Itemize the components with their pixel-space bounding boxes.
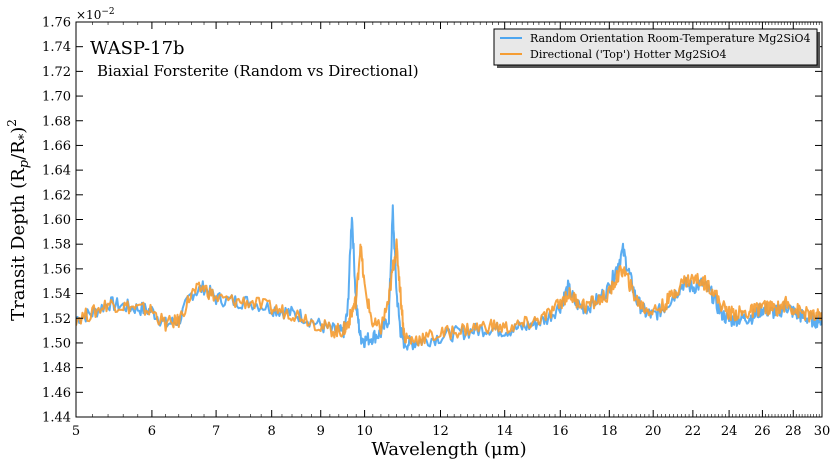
y-tick-label: 1.52 <box>42 312 71 327</box>
y-tick-label: 1.70 <box>42 90 71 105</box>
x-tick-label: 20 <box>645 424 662 439</box>
y-tick-label: 1.50 <box>42 336 71 351</box>
x-tick-label: 9 <box>317 424 325 439</box>
y-tick-label: 1.58 <box>42 238 71 253</box>
y-tick-label: 1.44 <box>42 411 71 426</box>
y-tick-label: 1.56 <box>42 262 71 277</box>
y-tick-label: 1.74 <box>42 40 71 55</box>
legend: Random Orientation Room-Temperature Mg2S… <box>493 28 820 68</box>
x-tick-label: 30 <box>814 424 831 439</box>
plot-area <box>76 22 822 417</box>
y-tick-label: 1.60 <box>42 213 71 228</box>
y-tick-label: 1.68 <box>42 114 71 129</box>
legend-label-directional: Directional ('Top') Hotter Mg2SiO4 <box>530 48 726 61</box>
y-tick-label: 1.76 <box>42 16 71 31</box>
chart-subtitle: Biaxial Forsterite (Random vs Directiona… <box>97 62 419 80</box>
y-axis-label: Transit Depth (Rp/R*)2 <box>5 119 32 321</box>
x-tick-label: 10 <box>356 424 373 439</box>
y-multiplier: ×10−2 <box>76 7 115 22</box>
y-tick-label: 1.48 <box>42 361 71 376</box>
series-directional-line <box>76 238 822 347</box>
y-tick-label: 1.54 <box>42 287 71 302</box>
x-tick-label: 6 <box>148 424 156 439</box>
x-tick-label: 16 <box>552 424 569 439</box>
x-tick-label: 26 <box>754 424 771 439</box>
x-tick-label: 5 <box>72 424 80 439</box>
y-tick-label: 1.72 <box>42 65 71 80</box>
x-tick-label: 28 <box>785 424 802 439</box>
x-tick-label: 12 <box>432 424 449 439</box>
y-tick-label: 1.66 <box>42 139 71 154</box>
y-tick-label: 1.62 <box>42 188 71 203</box>
x-tick-label: 8 <box>268 424 276 439</box>
y-tick-label: 1.64 <box>42 164 71 179</box>
legend-label-random: Random Orientation Room-Temperature Mg2S… <box>530 32 811 45</box>
chart-title: WASP-17b <box>90 38 185 59</box>
x-tick-label: 18 <box>601 424 618 439</box>
x-tick-label: 22 <box>685 424 702 439</box>
x-tick-label: 24 <box>721 424 738 439</box>
x-tick-label: 7 <box>212 424 220 439</box>
x-tick-label: 14 <box>496 424 513 439</box>
y-tick-label: 1.46 <box>42 386 71 401</box>
legend-box <box>493 28 818 66</box>
x-axis-label: Wavelength (μm) <box>371 439 526 460</box>
